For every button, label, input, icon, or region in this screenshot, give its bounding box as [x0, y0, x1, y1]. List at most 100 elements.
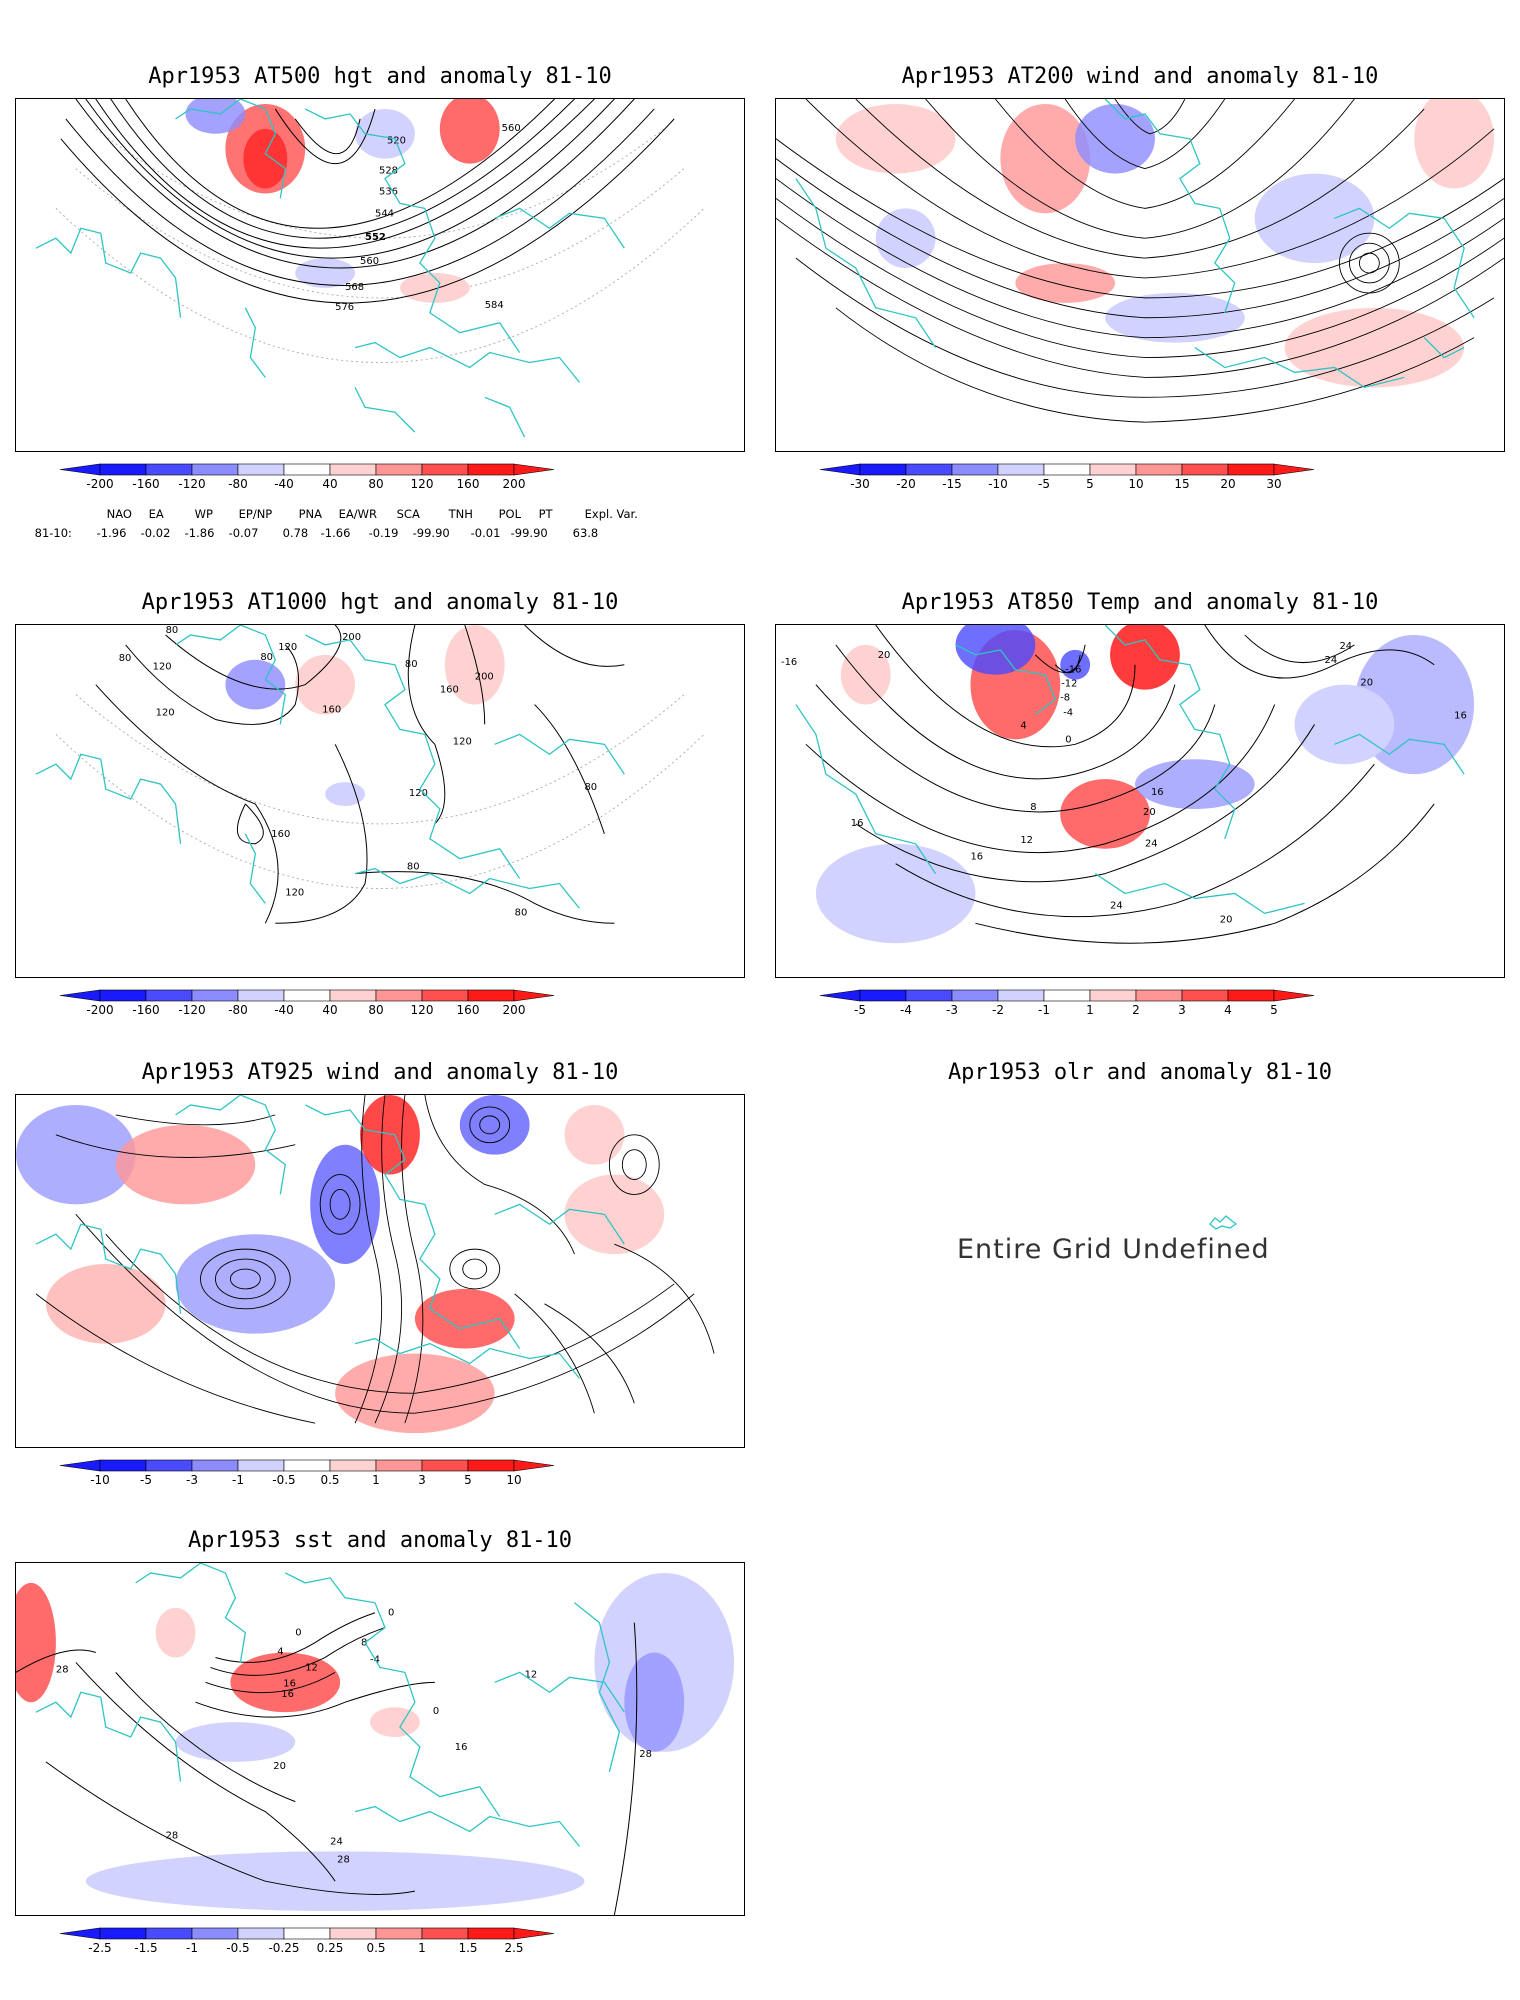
colorbar-at850: -5 -4 -3 -2 -1 1 2 3 4 5	[819, 986, 1460, 1017]
colorbar-arrow-low	[59, 1927, 101, 1940]
anomaly-blob	[564, 1174, 665, 1255]
colorbar-segment	[905, 989, 953, 1002]
colorbar-tick-label: 10	[1128, 477, 1143, 491]
colorbar-tick-label: -160	[132, 1003, 159, 1017]
colorbar-svg: -5 -4 -3 -2 -1 1 2 3 4 5	[819, 989, 1315, 1017]
anomaly-blob	[444, 625, 505, 705]
colorbar-tick-label: -120	[178, 1003, 205, 1017]
contour-label: 24	[1110, 900, 1123, 911]
colorbar-tick-label: 15	[1174, 477, 1189, 491]
colorbar-tick-label: 5	[1270, 1003, 1278, 1017]
colorbar-arrow-low	[59, 463, 101, 476]
colorbar-tick-label: -5	[1038, 477, 1050, 491]
colorbar-segment	[951, 989, 999, 1002]
colorbar-tick-label: 3	[1178, 1003, 1186, 1017]
colorbar-tick-label: 4	[1224, 1003, 1232, 1017]
colorbar-arrow-high	[513, 1459, 555, 1472]
anomaly-blob	[360, 1095, 420, 1175]
colorbar-tick-label: -5	[854, 1003, 866, 1017]
colorbar-segment	[191, 1927, 239, 1940]
contour-label: 12	[305, 1662, 318, 1673]
colorbar-tick-label: 200	[503, 1003, 526, 1017]
contour-label: 544	[375, 208, 394, 219]
panel-at925-wind: Apr1953 AT925 wind and anomaly 81-10	[0, 1030, 760, 1500]
colorbar-tick-label: -3	[946, 1003, 958, 1017]
contour-label: 80	[407, 862, 420, 873]
colorbar-tick-label: -80	[228, 477, 248, 491]
colorbar-tick-label: 3	[418, 1473, 426, 1487]
anomaly-blob	[1075, 103, 1155, 174]
anomaly-blob	[370, 1707, 420, 1738]
contour-label: 20	[1360, 678, 1373, 689]
contour-label: 16	[970, 852, 983, 863]
index-header: Expl. Var.	[584, 507, 638, 521]
colorbar-segment	[99, 1927, 147, 1940]
contour-label: 16	[1454, 710, 1467, 721]
contour-label: 12	[525, 1669, 538, 1680]
index-row-label: 81-10:	[34, 526, 72, 540]
colorbar-segment	[1089, 989, 1137, 1002]
contour-label: -16	[781, 657, 797, 668]
anomaly-blob	[1110, 625, 1180, 690]
colorbar-segment	[1227, 463, 1275, 476]
index-header: PT	[538, 507, 553, 521]
colorbar-segment	[375, 1459, 423, 1472]
colorbar-tick-label: 80	[368, 477, 383, 491]
colorbar-arrow-low	[819, 989, 861, 1002]
colorbar-segment	[283, 989, 331, 1002]
olr-map-fragment	[1209, 1215, 1238, 1230]
contour-label: 24	[1339, 641, 1352, 652]
colorbar-tick-label: 0.25	[317, 1941, 344, 1955]
contour-label: 0	[388, 1608, 394, 1619]
anomaly-blob	[175, 1234, 336, 1334]
index-header: TNH	[448, 507, 473, 521]
colorbar-tick-label: -3	[186, 1473, 198, 1487]
colorbar-tick-label: -200	[86, 477, 113, 491]
colorbar-segment	[997, 463, 1045, 476]
colorbar-tick-label: 1.5	[458, 1941, 477, 1955]
index-header: NAO	[106, 507, 132, 521]
colorbar-tick-label: -0.5	[226, 1941, 249, 1955]
colorbar-tick-label: 160	[457, 477, 480, 491]
anomaly-blob	[175, 1722, 296, 1762]
colorbar-segment	[145, 1459, 193, 1472]
contour-label: 0	[433, 1706, 439, 1717]
contour-label: 20	[1143, 807, 1156, 818]
contour-label: 16	[851, 818, 864, 829]
index-header: EP/NP	[238, 507, 273, 521]
index-header: EA	[148, 507, 164, 521]
undefined-grid-message: Entire Grid Undefined	[957, 1234, 1270, 1265]
panel-at1000-hgt: Apr1953 AT1000 hgt and anomaly 81-10	[0, 560, 760, 1030]
colorbar-tick-label: 200	[503, 477, 526, 491]
contour-label: 16	[281, 1689, 294, 1700]
colorbar-sst: -2.5 -1.5 -1 -0.5 -0.25 0.25 0.5 1 1.5 2.5	[59, 1924, 700, 1955]
contour-label: 160	[322, 705, 341, 716]
colorbar-segment	[329, 463, 377, 476]
anomaly-blob	[1254, 173, 1375, 264]
index-header: POL	[498, 507, 522, 521]
panel-title: Apr1953 olr and anomaly 81-10	[947, 1060, 1333, 1085]
colorbar-segment	[99, 463, 147, 476]
anomaly-blob	[875, 208, 936, 269]
colorbar-svg: -2.5 -1.5 -1 -0.5 -0.25 0.25 0.5 1 1.5 2.5	[59, 1927, 555, 1955]
index-header: EA/WR	[338, 507, 377, 521]
anomaly-blob	[459, 1095, 530, 1155]
contour-labels: -16 20 -16 -12 -8 -4 4 0 8 16 20 12 16 2…	[781, 641, 1467, 925]
contour-label: 28	[639, 1749, 652, 1760]
index-value: -99.90	[412, 526, 450, 540]
index-value: -0.07	[228, 526, 259, 540]
map-at200-wind	[775, 98, 1505, 452]
panel-title: Apr1953 AT925 wind and anomaly 81-10	[141, 1060, 619, 1085]
colorbar-tick-label: 5	[1086, 477, 1094, 491]
index-header: PNA	[298, 507, 323, 521]
colorbar-segment	[237, 1927, 285, 1940]
colorbar-segment	[237, 463, 285, 476]
anomaly-blob	[1294, 684, 1395, 765]
colorbar-tick-label: -15	[942, 477, 962, 491]
index-value: -0.02	[140, 526, 171, 540]
colorbar-segment	[283, 1459, 331, 1472]
colorbar-at925: -10 -5 -3 -1 -0.5 0.5 1 3 5 10	[59, 1456, 700, 1487]
anomaly-blob	[230, 1652, 341, 1713]
colorbar-svg: -200 -160 -120 -80 -40 40 80 120 160 200	[59, 463, 555, 491]
panel-at200-wind: Apr1953 AT200 wind and anomaly 81-10	[760, 0, 1520, 560]
